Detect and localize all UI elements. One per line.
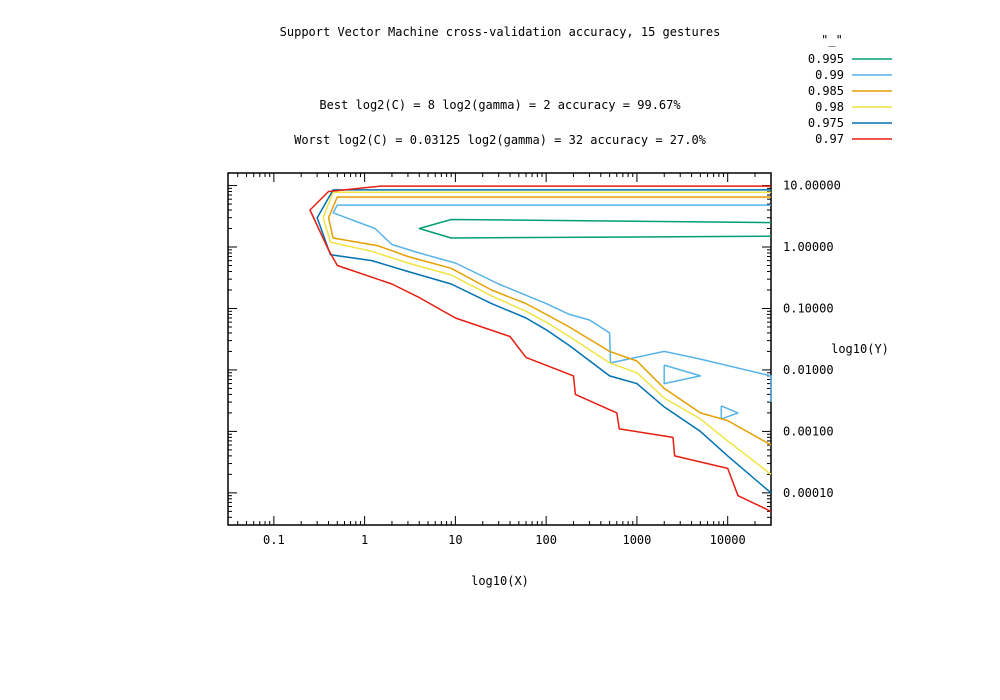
- y-tick-label: 0.00010: [783, 486, 834, 500]
- legend-label: 0.985: [808, 84, 844, 98]
- x-tick-label: 1: [361, 533, 368, 547]
- contour-series-0.97: [309, 185, 772, 513]
- contour-line: [663, 364, 702, 385]
- legend-label: 0.97: [815, 132, 844, 146]
- y-tick-label: 0.01000: [783, 363, 834, 377]
- chart-title: Support Vector Machine cross-validation …: [280, 25, 721, 39]
- legend-label: 0.98: [815, 100, 844, 114]
- x-tick-label: 100: [535, 533, 557, 547]
- y-tick-label: 0.00100: [783, 424, 834, 438]
- plot-frame: [227, 172, 772, 526]
- contour-line: [322, 191, 772, 475]
- x-axis-label: log10(X): [471, 574, 529, 588]
- contour-series-0.975: [316, 189, 772, 494]
- contour-line: [720, 405, 739, 420]
- contour-series-0.99: [332, 204, 772, 420]
- y-tick-label: 0.10000: [783, 301, 834, 315]
- legend-label: 0.99: [815, 68, 844, 82]
- x-tick-label: 0.1: [263, 533, 285, 547]
- contour-line: [316, 189, 772, 494]
- contour-line: [327, 196, 772, 446]
- y-tick-label: 1.00000: [783, 240, 834, 254]
- contour-line: [309, 185, 772, 513]
- legend: "_" 0.995 0.99 0.985 0.98 0.975 0.97: [808, 33, 892, 146]
- contour-lines: [309, 185, 772, 513]
- legend-title: "_": [821, 33, 843, 47]
- x-tick-labels: 0.1 1 10 100 1000 10000: [263, 533, 746, 547]
- best-annotation: Best log2(C) = 8 log2(gamma) = 2 accurac…: [319, 98, 681, 112]
- legend-label: 0.975: [808, 116, 844, 130]
- y-tick-labels: 10.00000 1.00000 0.10000 0.01000 0.00100 0.00…: [783, 179, 841, 500]
- y-axis-label: log10(Y): [831, 342, 889, 356]
- x-tick-label: 1000: [622, 533, 651, 547]
- x-tick-label: 10000: [710, 533, 746, 547]
- legend-label: 0.995: [808, 52, 844, 66]
- y-tick-label: 10.00000: [783, 179, 841, 193]
- axis-ticks: [228, 173, 772, 526]
- x-tick-label: 10: [448, 533, 462, 547]
- contour-series-0.995: [418, 218, 772, 239]
- contour-series-0.985: [327, 196, 772, 446]
- contour-line: [332, 204, 772, 403]
- worst-annotation: Worst log2(C) = 0.03125 log2(gamma) = 32…: [294, 133, 707, 147]
- contour-series-0.98: [322, 191, 772, 475]
- contour-line: [418, 218, 772, 239]
